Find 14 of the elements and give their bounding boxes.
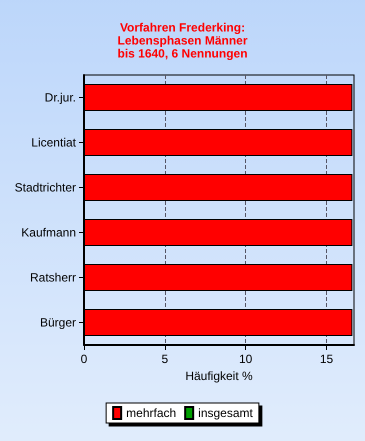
legend-label: insgesamt [198,406,254,420]
y-tick-label: Bürger [40,316,76,330]
y-tick-label: Dr.jur. [44,90,76,104]
legend-label: mehrfach [126,406,176,420]
y-tick-label: Kaufmann [21,226,76,240]
x-tick-label: 5 [161,352,168,366]
chart-title: Vorfahren Frederking: Lebensphasen Männer bis 1640, 6 Nennungen [117,20,248,60]
y-tick-label: Ratsherr [30,270,76,284]
x-tick-label: 10 [238,352,253,366]
y-tick-label: Licentiat [31,136,77,150]
y-tick-label: Stadtrichter [14,180,76,194]
x-tick-label: 0 [80,352,88,366]
x-axis-title: Häufigkeit % [185,368,254,383]
x-tick-label: 15 [320,352,334,366]
